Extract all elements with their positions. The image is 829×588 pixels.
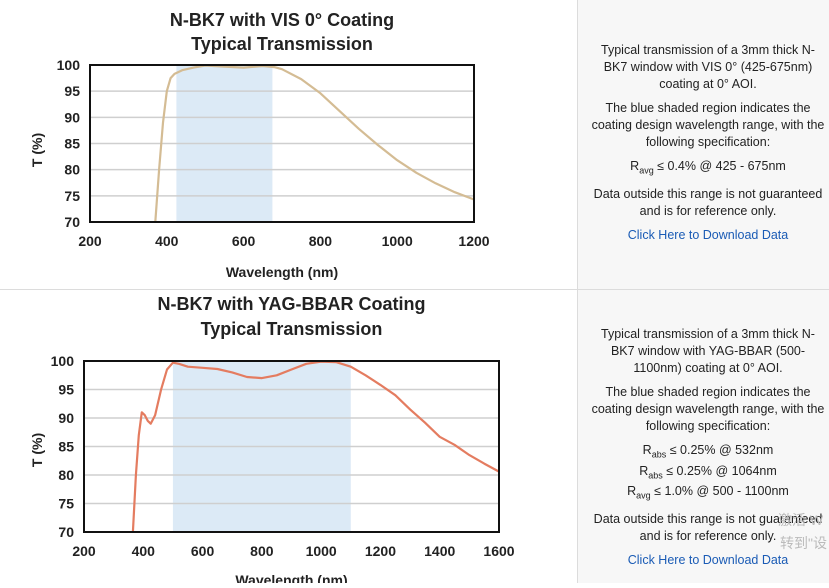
vis-coating-chart: N-BK7 with VIS 0° Coating Typical Transmi… <box>29 10 490 280</box>
y-tick-label: 85 <box>58 439 74 455</box>
y-tick-label: 75 <box>58 496 74 512</box>
watermark-line-2: 转到"设 <box>780 535 827 551</box>
x-tick-label: 600 <box>232 233 256 249</box>
y-tick-label: 70 <box>58 524 74 540</box>
x-tick-label: 1200 <box>458 233 489 249</box>
spec-item: Rabs ≤ 0.25% @ 1064nm <box>590 463 826 484</box>
x-tick-label: 800 <box>250 543 274 559</box>
x-tick-label: 1000 <box>382 233 413 249</box>
chart-cell: N-BK7 with YAG-BBAR Coating Typical Trans… <box>0 290 577 588</box>
transmission-curve <box>154 64 475 223</box>
description-text: Typical transmission of a 3mm thick N-BK… <box>601 43 815 91</box>
x-axis-label: Wavelength (nm) <box>226 264 338 280</box>
y-tick-label: 80 <box>58 467 74 483</box>
x-tick-label: 1200 <box>365 543 396 559</box>
y-tick-label: 100 <box>57 57 81 73</box>
spec-list: Ravg ≤ 0.4% @ 425 - 675nm <box>590 158 826 179</box>
x-tick-label: 400 <box>155 233 179 249</box>
x-tick-label: 400 <box>132 543 156 559</box>
download-data-link[interactable]: Click Here to Download Data <box>627 552 789 567</box>
spec-value: ≤ 1.0% @ 500 - 1100nm <box>650 484 789 498</box>
spec-value: ≤ 0.4% @ 425 - 675nm <box>653 159 786 173</box>
disclaimer: Data outside this range is not guarantee… <box>593 511 823 543</box>
y-tick-label: 70 <box>64 214 80 230</box>
y-tick-label: 80 <box>64 162 80 178</box>
y-tick-label: 90 <box>64 109 80 125</box>
spec-item: Ravg ≤ 0.4% @ 425 - 675nm <box>590 158 826 179</box>
x-tick-label: 1400 <box>424 543 455 559</box>
shaded-note: The blue shaded region indicates the coa… <box>591 101 825 149</box>
description-block: Typical transmission of a 3mm thick N-BK… <box>590 326 826 576</box>
spec-symbol: R <box>639 463 649 478</box>
x-tick-label: 600 <box>191 543 215 559</box>
x-tick-label: 200 <box>72 543 96 559</box>
chart-description-panel: Typical transmission of a 3mm thick N-BK… <box>577 0 829 289</box>
spec-subscript: avg <box>639 165 654 176</box>
y-tick-label: 95 <box>64 83 80 99</box>
chart-subtitle: Typical Transmission <box>191 34 373 54</box>
transmission-curve <box>131 360 500 533</box>
plot-frame <box>89 64 475 223</box>
x-tick-label: 800 <box>309 233 333 249</box>
spec-subscript: abs <box>651 449 667 460</box>
x-axis-label: Wavelength (nm) <box>235 572 347 583</box>
chart-cell: N-BK7 with VIS 0° Coating Typical Transmi… <box>0 0 577 289</box>
y-axis-label: T (%) <box>29 433 45 467</box>
chart-title: N-BK7 with YAG-BBAR Coating <box>157 294 425 314</box>
watermark-line-1: 激活 W <box>778 512 824 528</box>
spec-subscript: avg <box>636 490 651 501</box>
x-tick-label: 200 <box>78 233 102 249</box>
disclaimer: Data outside this range is not guarantee… <box>593 186 823 218</box>
chart-row-yag: N-BK7 with YAG-BBAR Coating Typical Trans… <box>0 290 829 588</box>
description-text: Typical transmission of a 3mm thick N-BK… <box>601 327 815 375</box>
spec-subscript: abs <box>648 470 663 480</box>
description-block: Typical transmission of a 3mm thick N-BK… <box>590 42 826 251</box>
chart-title: N-BK7 with VIS 0° Coating <box>170 10 394 30</box>
yag-bbar-coating-chart: N-BK7 with YAG-BBAR Coating Typical Trans… <box>29 294 515 588</box>
spec-item: Ravg ≤ 1.0% @ 500 - 1100nm <box>590 483 826 504</box>
y-tick-label: 90 <box>58 410 74 426</box>
shaded-note: The blue shaded region indicates the coa… <box>591 385 825 433</box>
y-tick-label: 85 <box>64 136 80 152</box>
plot-frame <box>83 360 500 533</box>
download-data-link[interactable]: Click Here to Download Data <box>627 227 789 242</box>
spec-value: ≤ 0.25% @ 1064nm <box>662 463 777 478</box>
spec-symbol: R <box>630 159 640 173</box>
spec-list: Rabs ≤ 0.25% @ 532nm Rabs ≤ 0.25% @ 1064n… <box>590 442 826 504</box>
y-tick-label: 75 <box>64 188 80 204</box>
chart-row-vis: N-BK7 with VIS 0° Coating Typical Transmi… <box>0 0 829 290</box>
chart-subtitle: Typical Transmission <box>201 319 383 339</box>
spec-symbol: R <box>627 484 637 498</box>
y-tick-label: 95 <box>58 382 74 398</box>
spec-symbol: R <box>642 443 652 457</box>
x-tick-label: 1000 <box>306 543 337 559</box>
chart-description-panel: Typical transmission of a 3mm thick N-BK… <box>577 290 829 583</box>
x-tick-label: 1600 <box>483 543 514 559</box>
spec-value: ≤ 0.25% @ 532nm <box>666 443 774 457</box>
y-axis-label: T (%) <box>29 133 45 167</box>
y-tick-label: 100 <box>51 353 75 369</box>
spec-item: Rabs ≤ 0.25% @ 532nm <box>590 442 826 463</box>
